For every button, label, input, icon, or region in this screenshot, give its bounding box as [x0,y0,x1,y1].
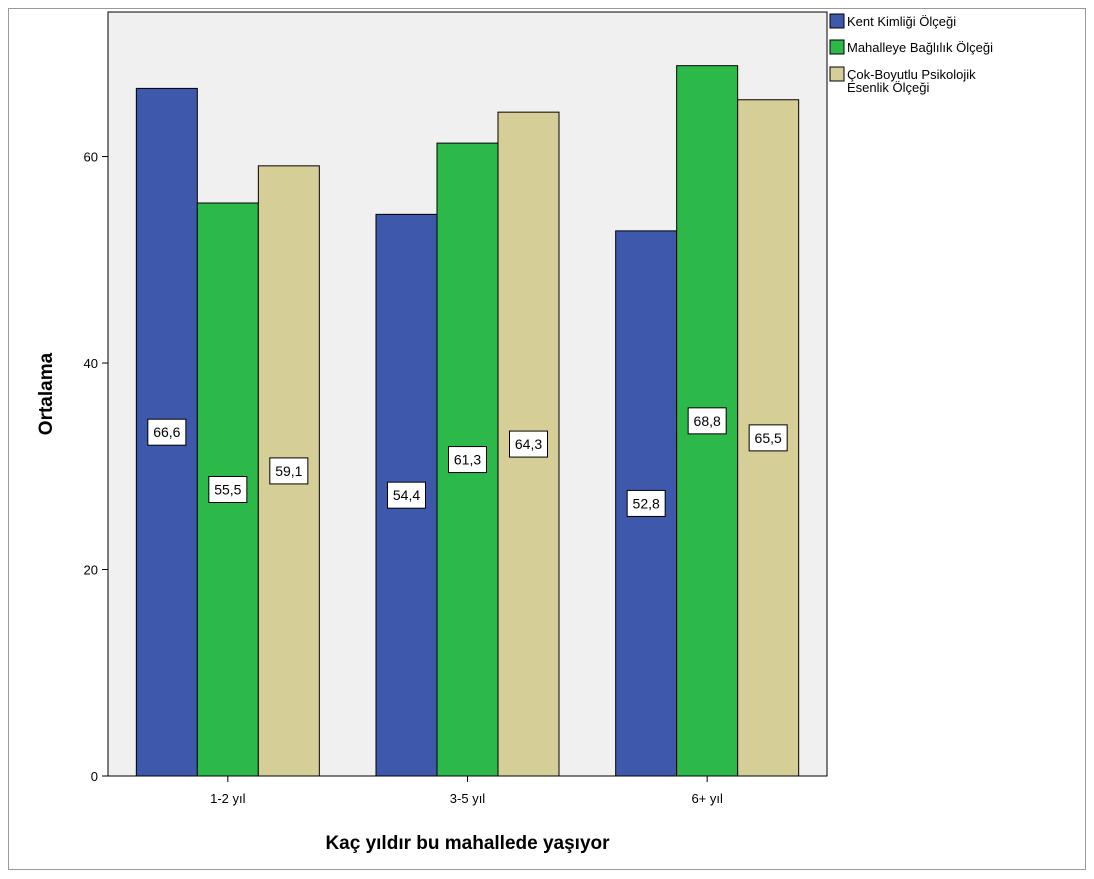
legend-label: Kent Kimliği Ölçeği [847,14,956,29]
legend-label: Esenlik Ölçeği [847,80,929,95]
data-label-box [387,481,426,509]
data-labels-group: 66,6 55,5 59,1 54,4 61,3 64,3 52,8 68,8 65,5 [147,407,788,517]
x-tick-label: 3-5 yıl [450,791,486,806]
data-label-box [748,424,788,452]
data-label-box [626,489,666,517]
y-axis-title: Ortalama [36,352,57,435]
legend: Kent Kimliği Ölçeği Mahalleye Bağlılık Öl… [829,13,993,95]
x-axis-title: Kaç yıldır bu mahallede yaşıyor [325,833,610,854]
data-label: 64,3 [515,436,542,452]
data-label: 66,6 [153,424,180,440]
x-tick-label: 6+ yıl [691,791,723,806]
data-label: 61,3 [454,452,481,468]
legend-label: Mahalleye Bağlılık Ölçeği [847,40,993,55]
data-label-box [509,430,548,458]
y-tick-label: 20 [84,563,98,578]
legend-swatch [829,39,845,55]
data-label: 59,1 [275,463,302,479]
y-tick-label: 60 [84,150,98,165]
data-label-box [147,418,187,446]
axes-group: 1-2 yıl 3-5 yıl 6+ yıl 0 20 40 60 [84,12,827,806]
data-label: 54,4 [393,487,420,503]
data-label-box [208,476,248,503]
data-label: 52,8 [633,495,660,511]
data-label: 55,5 [214,482,241,498]
legend-swatch [829,66,845,82]
data-label: 68,8 [694,413,721,429]
data-label-box [269,457,309,485]
data-label-box [448,446,487,474]
data-label-box [687,407,727,435]
y-tick-label: 0 [91,769,98,784]
legend-label: Çok-Boyutlu Psikolojik [847,67,976,82]
x-tick-label: 1-2 yıl [210,791,246,806]
data-label: 65,5 [755,430,782,446]
legend-swatch [829,13,845,29]
y-tick-label: 40 [84,356,98,371]
